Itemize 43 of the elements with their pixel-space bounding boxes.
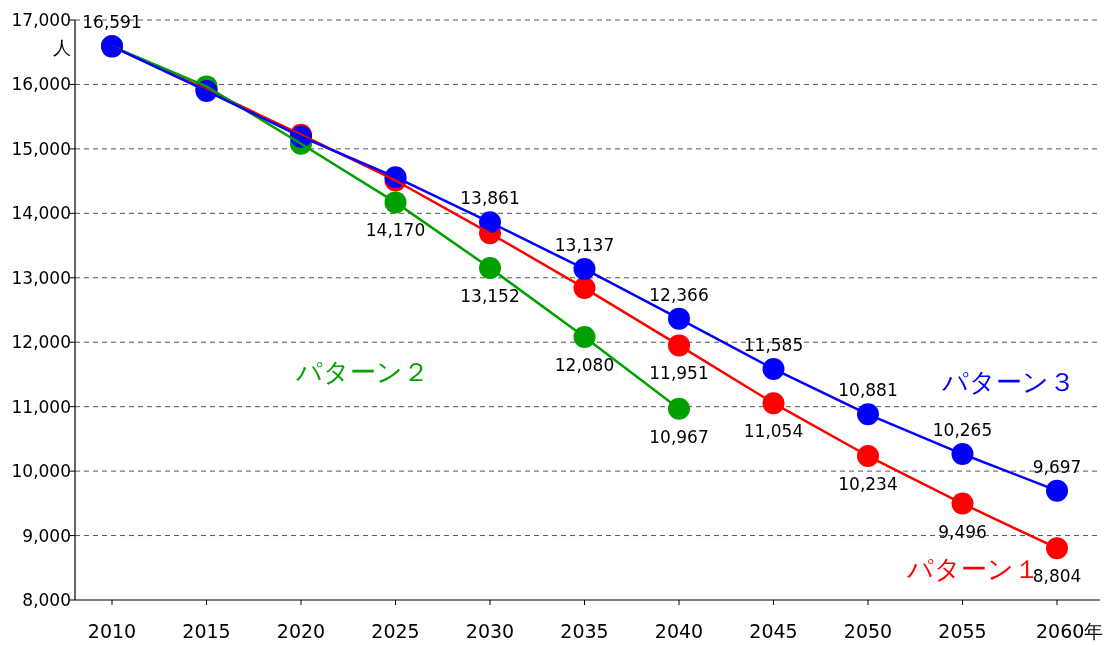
y-tick-label: 9,000: [22, 525, 71, 546]
data-label: 10,265: [932, 420, 993, 441]
data-label: 9,697: [1032, 456, 1082, 477]
y-tick-label: 13,000: [11, 267, 71, 288]
data-label: 9,496: [938, 521, 987, 542]
y-tick-label: 10,000: [11, 461, 71, 482]
point: [1046, 537, 1068, 560]
y-tick-label: 12,000: [11, 332, 71, 353]
data-label: 10,234: [838, 474, 898, 495]
x-tick-label: 2055: [938, 620, 987, 642]
x-tick-label: 2045: [749, 620, 798, 642]
data-label: 16,591: [82, 12, 142, 33]
data-label: 11,054: [743, 421, 804, 442]
x-tick-label: 2030: [465, 620, 515, 642]
text: パターン２: [295, 356, 429, 387]
x-tick-label: 2035: [560, 620, 609, 642]
data-label: 13,861: [460, 188, 520, 209]
y-tick-label: 17,000: [11, 10, 71, 30]
x-tick-label: 2020: [276, 620, 326, 642]
x-tick-label: 2010: [87, 620, 137, 642]
data-label: 11,585: [743, 334, 804, 355]
y-tick-label: 8,000: [22, 590, 71, 610]
y-tick-label: 14,000: [11, 203, 71, 224]
y-tick-label: 16,000: [11, 74, 71, 95]
x-tick-label: 2025: [371, 620, 420, 642]
y-tick-label: 11,000: [11, 396, 71, 417]
data-label: 13,137: [554, 234, 615, 255]
y-axis-title: 人: [53, 37, 71, 58]
data-label: 10,881: [838, 380, 898, 401]
data-label: 12,080: [554, 355, 615, 376]
point: [1046, 479, 1068, 502]
data-label: 10,967: [649, 426, 709, 447]
data-label: 11,951: [649, 363, 709, 384]
point: [668, 397, 690, 420]
x-tick-label: 2015: [182, 620, 231, 642]
data-label: 14,170: [365, 220, 426, 241]
y-tick-label: 15,000: [11, 138, 71, 159]
series-label: パターン３: [941, 366, 1075, 397]
data-label: 12,366: [649, 284, 709, 305]
x-tick-label: 2060年: [1036, 620, 1104, 642]
x-tick-label: 2050: [843, 620, 893, 642]
data-label: 13,152: [460, 285, 520, 306]
x-tick-label: 2040: [654, 620, 704, 642]
